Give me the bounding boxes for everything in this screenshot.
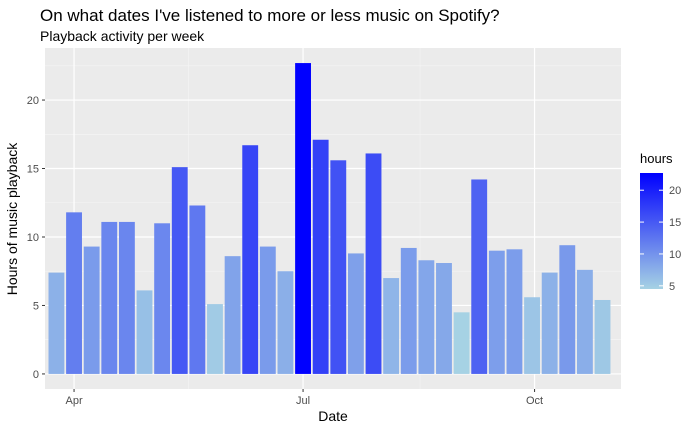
bar [242,145,259,374]
bar [48,272,65,374]
bar [418,260,435,374]
legend-tick-label: 10 [669,249,681,261]
x-axis: Apr Jul Oct [65,389,543,407]
bar [524,297,540,374]
y-tick-label: 20 [27,95,39,107]
bars [48,63,611,374]
bar [312,139,329,374]
x-tick-label: Jul [296,395,310,407]
bar [347,253,364,374]
bar [189,205,206,374]
legend-tick-label: 15 [669,217,681,229]
bar [594,299,611,374]
chart-title: On what dates I've listened to more or l… [40,6,500,25]
legend-colorbar [640,173,663,289]
bar [136,290,153,374]
y-tick-label: 5 [33,300,39,312]
bar [383,278,400,374]
y-tick-label: 15 [27,164,39,176]
bar [365,153,382,374]
legend-ticks: 5 10 15 20 [640,185,681,293]
bar [118,221,135,374]
bar [559,245,576,374]
bar [576,269,593,374]
y-tick-label: 0 [33,369,39,381]
bar [471,179,488,374]
bar [171,167,188,374]
y-axis-title: Hours of music playback [4,142,20,296]
bar [207,304,223,374]
bar [66,212,82,374]
y-tick-label: 10 [27,232,39,244]
legend-tick-label: 20 [669,185,681,197]
x-tick-label: Oct [526,395,543,407]
bar [101,221,118,374]
x-tick-label: Apr [65,395,82,407]
bar [295,63,311,374]
y-axis: 0 5 10 15 20 [27,95,45,381]
legend-title: hours [640,151,673,166]
bar [400,247,417,374]
bar [154,223,171,374]
bar [224,256,241,374]
x-axis-title: Date [318,408,348,424]
legend-tick-label: 5 [669,281,675,293]
bar [330,160,347,374]
bar [453,312,470,374]
chart-subtitle: Playback activity per week [40,28,205,44]
bar [259,246,276,374]
bar [488,250,505,374]
bar [541,272,558,374]
bar [506,249,523,374]
bar [83,246,100,374]
bar [436,263,452,374]
bar [277,271,294,374]
